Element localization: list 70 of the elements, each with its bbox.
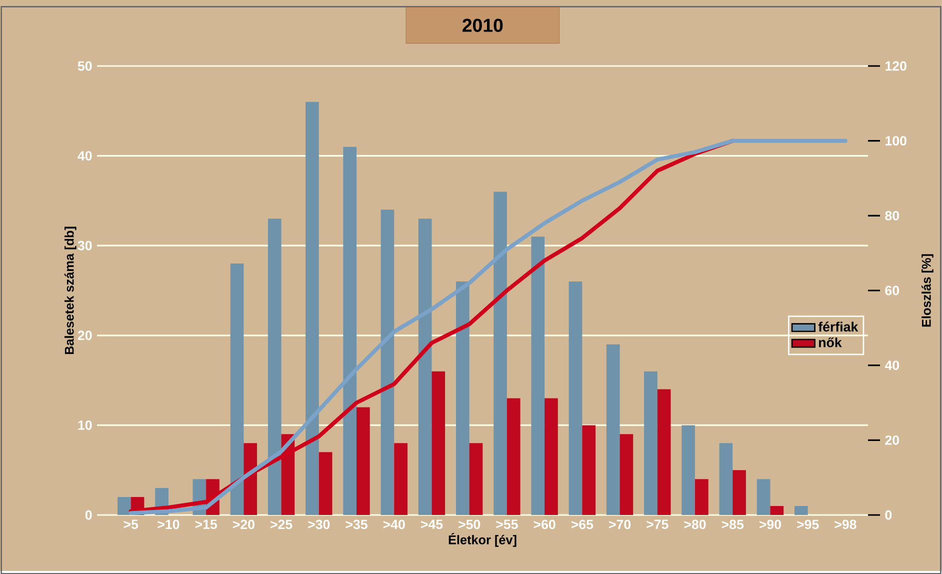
bar <box>506 398 520 515</box>
y-axis-title: Balesetek száma [db] <box>64 226 76 354</box>
x-tick-label: >90 <box>759 520 781 529</box>
bar <box>230 263 244 515</box>
y-tick-label: 0 <box>85 510 92 520</box>
y-tick-label: 40 <box>78 150 92 160</box>
legend-label: férfiak <box>818 322 858 332</box>
x-tick-label: >75 <box>646 520 668 529</box>
bar <box>606 344 620 515</box>
x-axis-title: Életkor [év] <box>448 532 516 547</box>
y-tick-label: 30 <box>78 240 92 250</box>
bar <box>418 218 432 515</box>
x-tick-label: >15 <box>195 520 218 529</box>
bar <box>657 389 671 515</box>
bar <box>544 398 558 515</box>
bar <box>244 443 258 515</box>
y2-tick-label: 40 <box>884 360 900 370</box>
bar <box>456 281 470 515</box>
bar <box>568 281 582 515</box>
x-tick-label: >30 <box>308 520 330 530</box>
x-tick-label: >25 <box>270 520 292 529</box>
x-tick-label: >20 <box>232 520 254 529</box>
bar <box>318 452 332 515</box>
y2-axis-title: Eloszlás [%] <box>921 254 934 326</box>
bar <box>732 470 746 515</box>
x-tick-label: >50 <box>458 520 480 529</box>
x-tick-label: >65 <box>571 520 594 529</box>
bar <box>343 146 357 515</box>
bar <box>794 506 808 515</box>
bar <box>582 425 596 515</box>
bar <box>306 102 319 515</box>
x-tick-label: >40 <box>383 520 405 529</box>
y2-tick-label: 100 <box>886 136 906 146</box>
bar <box>380 210 394 515</box>
x-tick-label: >5 <box>124 520 138 529</box>
x-tick-label: >55 <box>496 520 518 529</box>
bar <box>118 496 131 515</box>
bar <box>770 506 784 515</box>
y2-tick-label: 120 <box>886 61 906 71</box>
y2-tick-label: 0 <box>885 510 892 520</box>
bar <box>719 443 733 515</box>
bar <box>356 407 370 515</box>
bar <box>682 425 695 515</box>
bar <box>695 478 708 515</box>
x-tick-label: >85 <box>722 520 744 529</box>
bar <box>432 371 446 515</box>
chart-title: 2010 <box>462 18 503 32</box>
y2-tick-label: 20 <box>885 435 900 445</box>
bar <box>268 218 282 515</box>
legend-label: nők <box>819 337 842 348</box>
x-tick-label: >35 <box>346 520 368 530</box>
x-tick-label: >70 <box>609 520 631 529</box>
x-tick-label: >10 <box>158 520 180 529</box>
x-tick-label: >60 <box>534 520 556 529</box>
bar <box>469 443 483 515</box>
bar <box>644 371 658 515</box>
y2-tick-label: 80 <box>885 210 900 220</box>
x-tick-label: >45 <box>420 520 443 529</box>
x-tick-label: >80 <box>684 520 706 529</box>
bar <box>394 443 408 515</box>
y-tick-label: 10 <box>78 420 92 430</box>
x-tick-label: >98 <box>834 520 856 529</box>
bar <box>620 434 634 515</box>
bar <box>494 192 507 515</box>
y-tick-label: 20 <box>78 330 92 340</box>
y-tick-label: 50 <box>78 61 92 71</box>
x-tick-label: >95 <box>797 520 819 529</box>
bar <box>756 478 770 515</box>
bar <box>531 236 545 515</box>
y2-tick-label: 60 <box>885 286 900 296</box>
